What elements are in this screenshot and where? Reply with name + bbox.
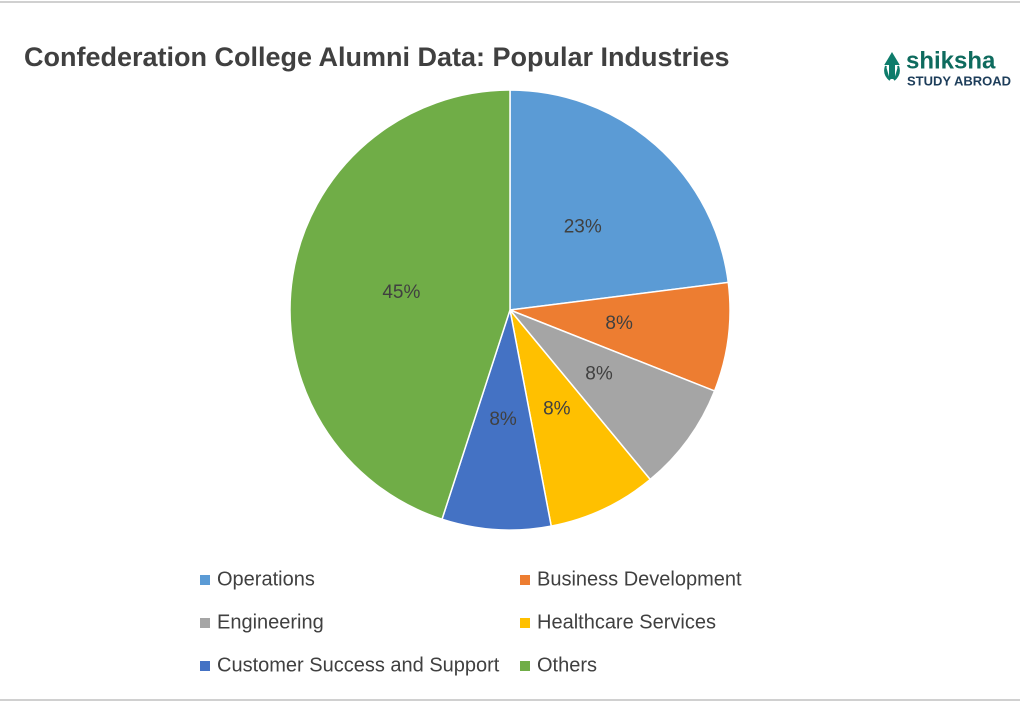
pie-slice (509, 309, 716, 481)
legend-swatch (520, 575, 530, 585)
legend-label: Healthcare Services (537, 611, 716, 633)
logo-tagline: STUDY ABROAD (907, 73, 1011, 88)
data-label: 8% (543, 399, 571, 420)
logo-name: shiksha (906, 47, 996, 74)
data-label: 8% (585, 364, 613, 385)
pie-slice (289, 89, 511, 521)
logo-icon (884, 52, 900, 81)
pie-slice (509, 281, 731, 392)
legend-swatch (520, 661, 530, 671)
legend-label: Customer Success and Support (217, 654, 500, 676)
pie-slice (509, 309, 652, 527)
legend-label: Business Development (537, 568, 742, 590)
data-label: 8% (489, 409, 517, 430)
legend-swatch (200, 661, 210, 671)
pie-slice (441, 309, 553, 531)
pie-slice (509, 89, 730, 311)
data-label: 8% (605, 313, 633, 334)
chart-title: Confederation College Alumni Data: Popul… (24, 42, 730, 72)
legend-swatch (200, 575, 210, 585)
legend-label: Others (537, 654, 597, 676)
legend-label: Engineering (217, 611, 324, 633)
legend-label: Operations (217, 568, 315, 590)
data-label: 23% (564, 217, 602, 238)
data-label: 45% (382, 282, 420, 303)
legend-swatch (200, 618, 210, 628)
logo: shiksha STUDY ABROAD (884, 47, 1011, 88)
legend-swatch (520, 618, 530, 628)
